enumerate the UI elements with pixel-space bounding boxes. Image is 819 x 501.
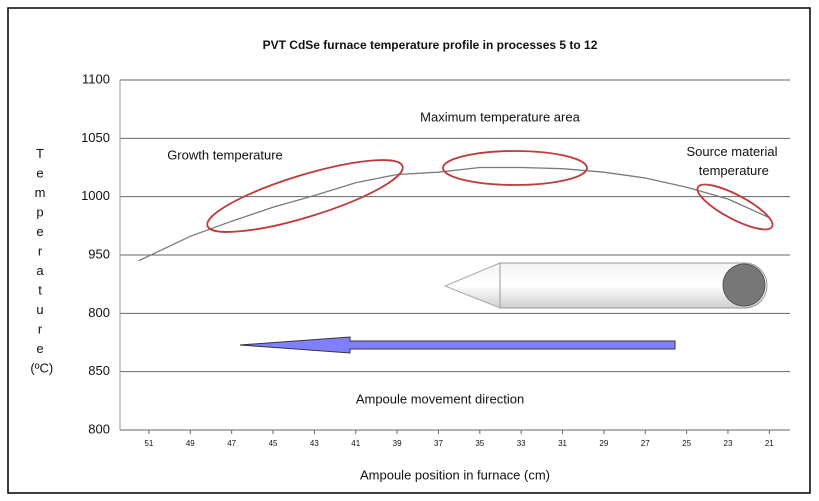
ampoule-tip (445, 263, 500, 308)
x-tick-label: 41 (351, 439, 360, 448)
y-tick-label: 1100 (82, 71, 110, 86)
x-tick-label: 45 (269, 439, 278, 448)
x-tick-label: 47 (227, 439, 236, 448)
x-tick-label: 27 (641, 439, 650, 448)
x-tick-label: 51 (144, 439, 153, 448)
x-tick-label: 49 (186, 439, 195, 448)
highlight-ellipse (692, 177, 777, 238)
x-tick-label: 33 (517, 439, 526, 448)
y-tick-label: 950 (88, 246, 110, 261)
x-tick-label: 21 (765, 439, 774, 448)
x-tick-label: 29 (599, 439, 608, 448)
y-tick-label: 1000 (81, 188, 110, 203)
x-tick-label: 31 (558, 439, 567, 448)
annotation: Ampoule movement direction (356, 391, 524, 406)
x-tick-label: 37 (434, 439, 443, 448)
chart-title: PVT CdSe furnace temperature profile in … (263, 38, 598, 52)
y-tick-label: 850 (88, 363, 110, 378)
x-tick-label: 25 (682, 439, 691, 448)
frame (8, 8, 810, 493)
x-tick-label: 23 (724, 439, 733, 448)
annotation: Growth temperature (167, 147, 283, 162)
chart: PVT CdSe furnace temperature profile in … (0, 0, 819, 501)
annotation: Maximum temperature area (420, 109, 580, 124)
annotation: Source material temperature (686, 144, 777, 178)
x-tick-label: 43 (310, 439, 319, 448)
data-line (139, 168, 770, 261)
x-axis-label: Ampoule position in furnace (cm) (360, 467, 550, 482)
y-tick-label: 800 (88, 305, 110, 320)
decorations (201, 146, 777, 353)
x-tick-label: 39 (393, 439, 402, 448)
x-tick-label: 35 (475, 439, 484, 448)
y-tick-label: 800 (88, 421, 110, 436)
page: {"chart_data": {"type": "line", "title":… (0, 0, 819, 501)
direction-arrow (240, 337, 675, 353)
source-material (723, 264, 765, 306)
y-tick-label: 1050 (81, 130, 110, 145)
